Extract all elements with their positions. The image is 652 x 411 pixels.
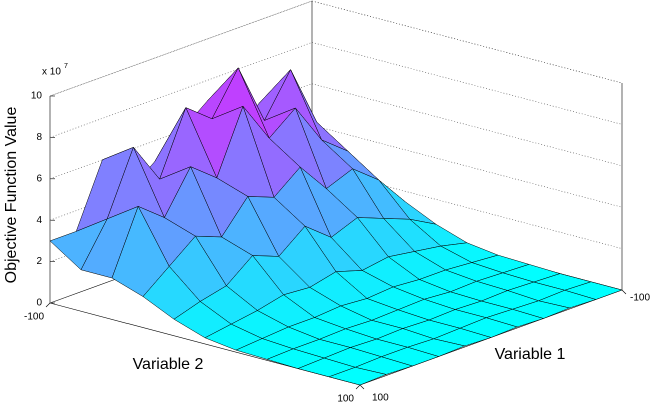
x-tick-label: 100 [372, 393, 389, 404]
grid-line [311, 166, 623, 249]
z-tick-label: 2 [36, 256, 42, 267]
x-tick [621, 289, 627, 295]
y-tick [355, 384, 361, 390]
grid-line [311, 124, 623, 208]
z-multiplier: x 10 [42, 67, 61, 78]
z-tick-label: 10 [31, 91, 43, 102]
z-tick-label: 0 [36, 298, 42, 309]
x-tick [359, 384, 365, 390]
x-tick-label: -100 [630, 293, 650, 304]
y-tick-label: 100 [337, 394, 354, 405]
x-axis-label: Variable 1 [495, 346, 566, 363]
z-multiplier-exponent: 7 [64, 63, 68, 70]
grid-line [311, 42, 623, 125]
z-tick-label: 6 [36, 173, 42, 184]
grid-line [311, 0, 623, 84]
grid-line [49, 0, 313, 97]
z-tick-label: 8 [36, 132, 42, 143]
surface-face [328, 367, 388, 386]
grid-line [311, 83, 623, 167]
z-tick-label: 4 [36, 215, 42, 226]
y-axis-label: Variable 2 [133, 356, 204, 373]
y-tick [45, 302, 51, 308]
y-tick-label: -100 [24, 312, 44, 323]
z-axis-label: Objective Function Value [3, 107, 20, 284]
